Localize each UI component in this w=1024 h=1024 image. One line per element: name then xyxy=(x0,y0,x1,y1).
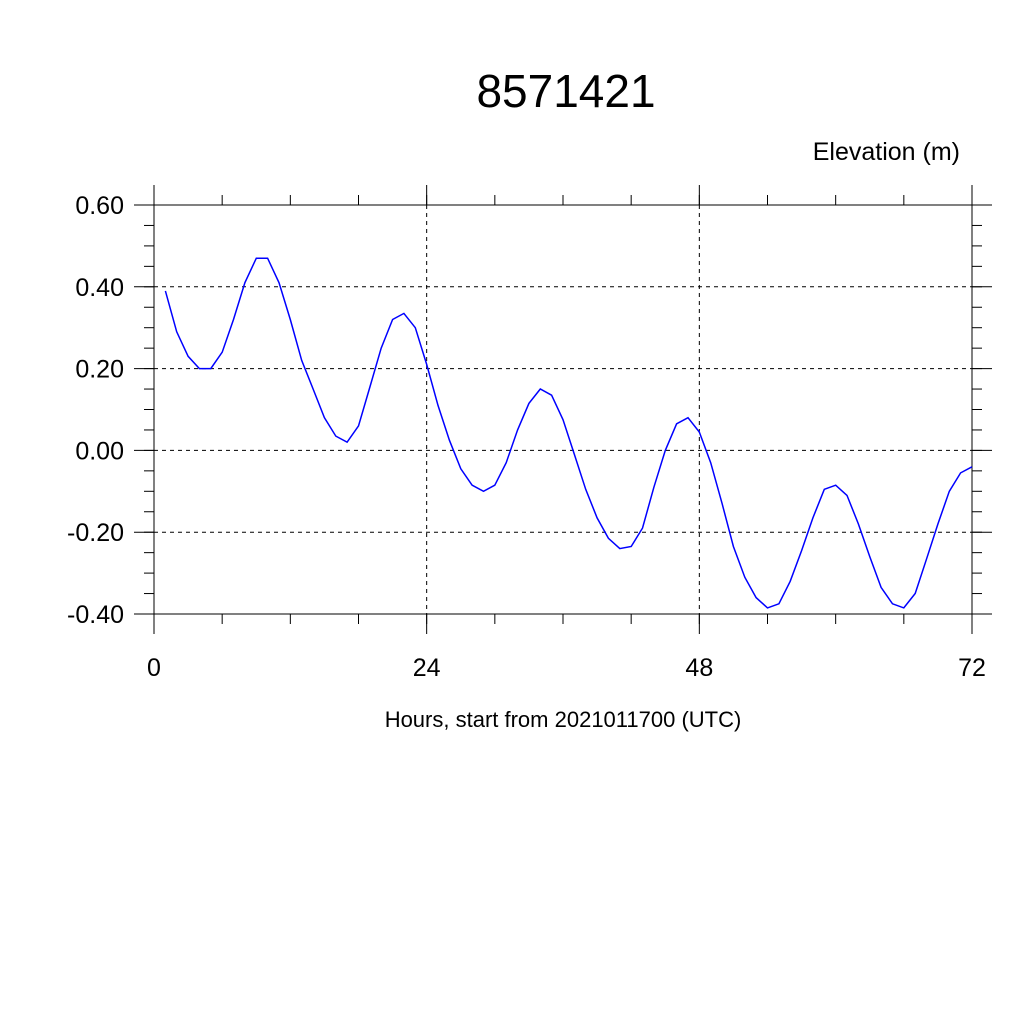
y-tick-label: -0.20 xyxy=(67,519,124,547)
y-tick-label: 0.00 xyxy=(75,437,124,465)
x-tick-label: 0 xyxy=(147,654,161,682)
y-tick-label: 0.40 xyxy=(75,274,124,302)
plot-frame xyxy=(153,204,973,615)
y-axis-label: Elevation (m) xyxy=(812,138,960,166)
x-axis-label: Hours, start from 2021011700 (UTC) xyxy=(384,707,742,732)
series-line xyxy=(164,257,973,609)
y-tick-label: 0.20 xyxy=(75,356,124,384)
y-tick-label: -0.40 xyxy=(67,601,124,629)
chart-title: 8571421 xyxy=(476,65,656,117)
x-tick-label: 24 xyxy=(413,654,441,682)
x-tick-label: 72 xyxy=(958,654,986,682)
x-tick-label: 48 xyxy=(685,654,713,682)
y-tick-label: 0.60 xyxy=(75,192,124,220)
